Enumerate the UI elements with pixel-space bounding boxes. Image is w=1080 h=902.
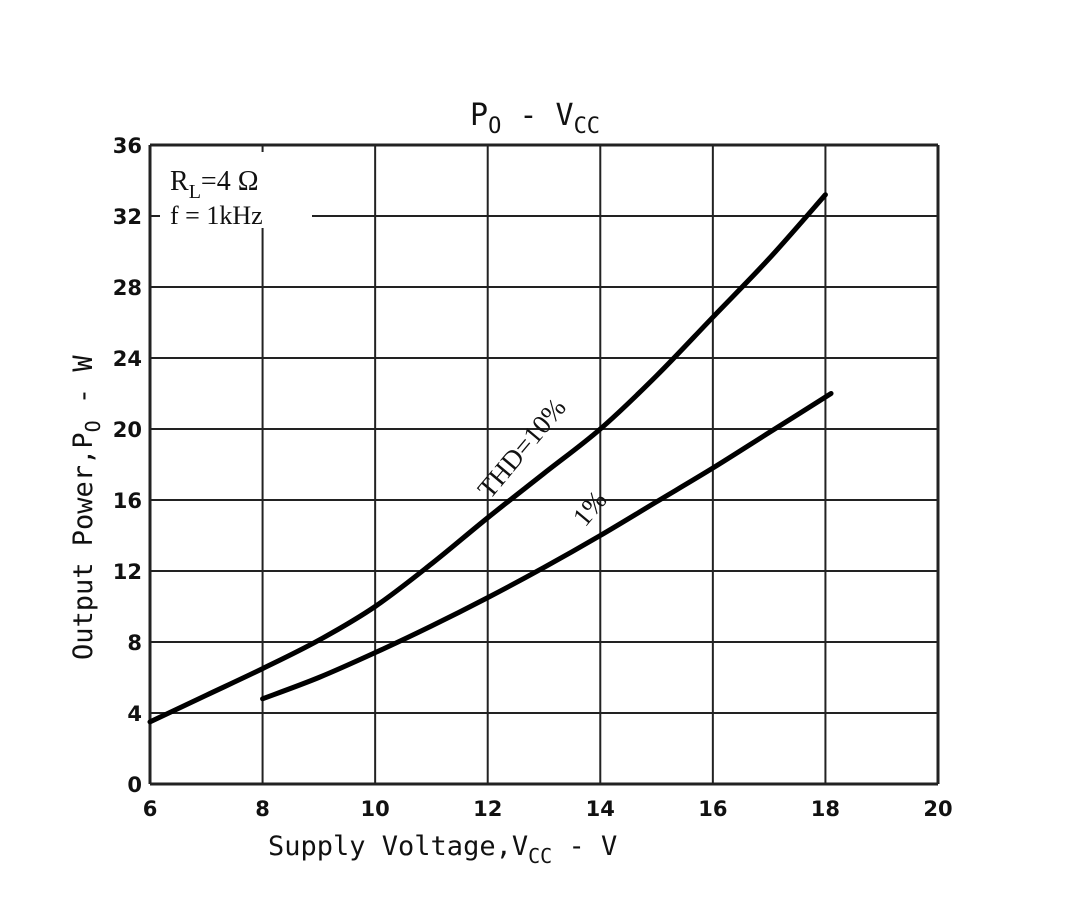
y-tick-label: 32 [113, 205, 142, 229]
y-tick-label: 4 [127, 702, 142, 726]
y-tick-label: 16 [113, 489, 142, 513]
x-tick-label: 14 [586, 797, 615, 821]
x-tick-label: 8 [255, 797, 270, 821]
y-axis-label: Output Power,PO - W [68, 355, 105, 660]
x-tick-label: 20 [923, 797, 952, 821]
y-tick-label: 8 [127, 631, 142, 655]
x-axis-label: Supply Voltage,VCC - V [268, 831, 617, 868]
series-line-thd-1 [260, 391, 834, 702]
y-tick-label: 36 [113, 134, 142, 158]
x-tick-label: 10 [361, 797, 390, 821]
y-tick-label: 20 [113, 418, 142, 442]
x-tick-label: 18 [811, 797, 840, 821]
condition-load: RL=4 Ω [170, 166, 259, 203]
x-tick-label: 12 [473, 797, 502, 821]
chart-title: PO - VCC [470, 98, 600, 139]
series-lines [147, 192, 834, 725]
grid [148, 143, 940, 786]
y-tick-label: 28 [113, 276, 142, 300]
conditions-background [160, 152, 312, 228]
condition-frequency: f = 1kHz [170, 201, 263, 230]
y-tick-label: 0 [127, 773, 142, 797]
x-tick-labels: 6 8 10 12 14 16 18 20 [143, 797, 953, 821]
y-tick-labels: 0 4 8 12 16 20 24 28 32 36 [113, 134, 142, 797]
series-label-thd10: THD=10% [472, 392, 572, 503]
y-tick-label: 12 [113, 560, 142, 584]
x-tick-label: 16 [698, 797, 727, 821]
x-tick-label: 6 [143, 797, 158, 821]
y-tick-label: 24 [113, 347, 142, 371]
series-label-thd1: 1% [567, 485, 613, 532]
series-line-thd-10 [147, 192, 828, 725]
